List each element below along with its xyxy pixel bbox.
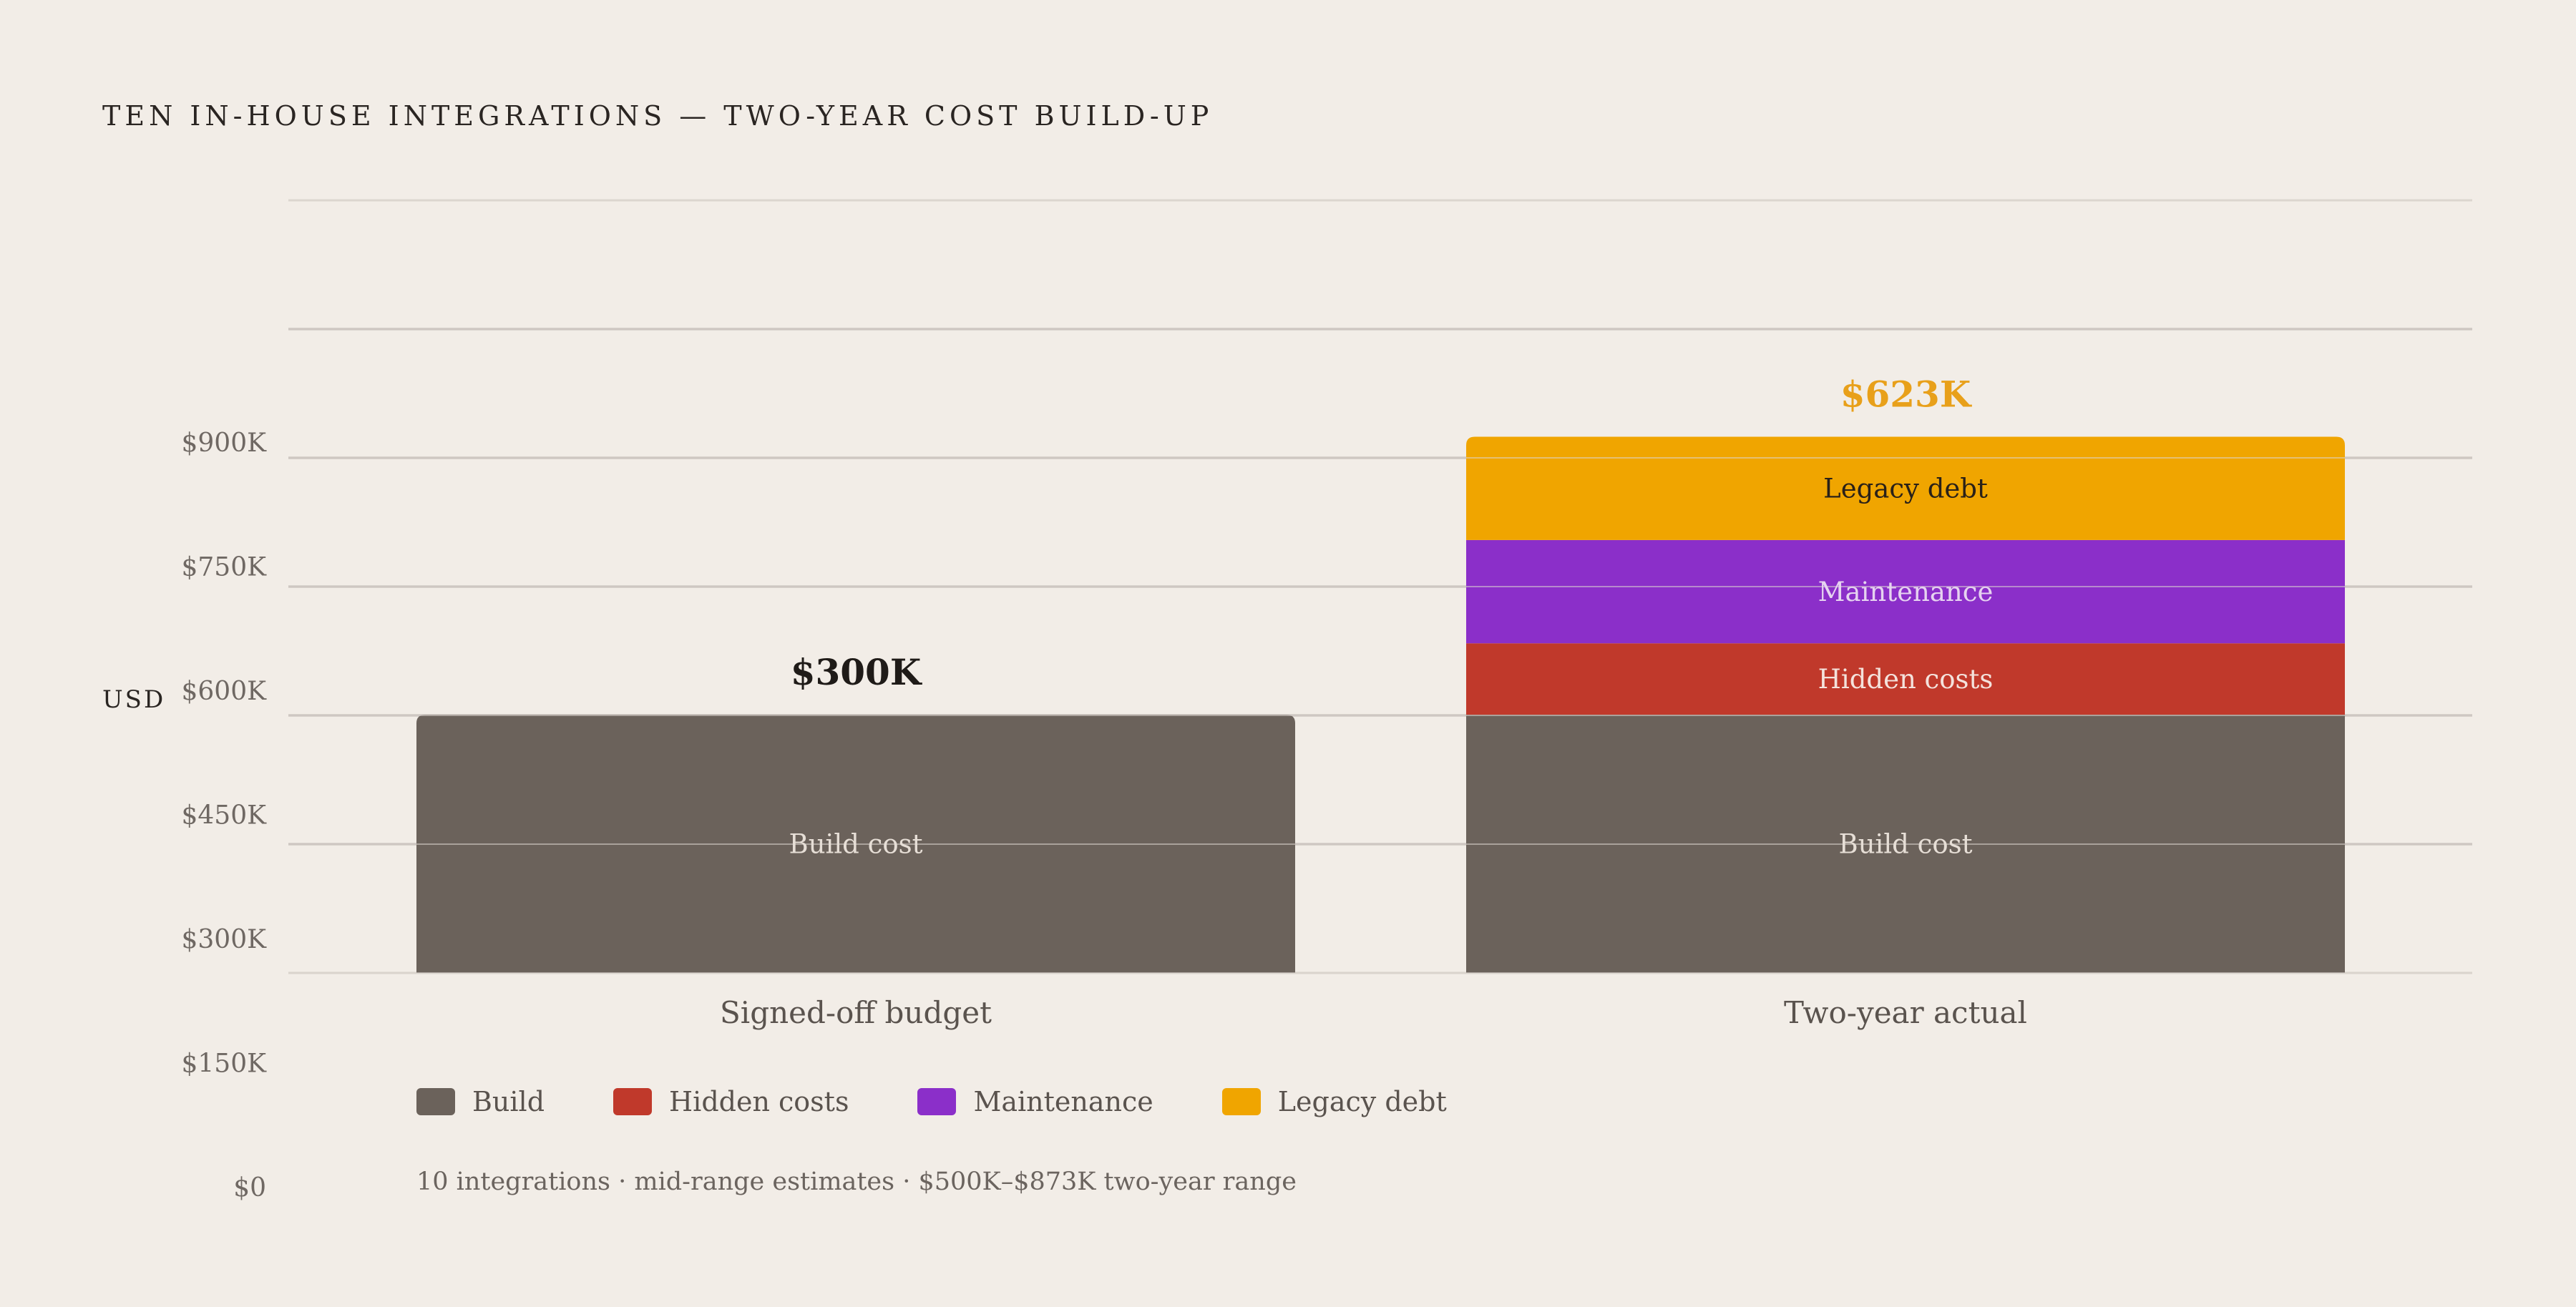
y-tick-label: $750K (181, 553, 267, 582)
y-tick-label: $0 (233, 1173, 266, 1203)
bar-segment-hidden-costs (1466, 643, 2345, 715)
y-axis-ticks: $900K $750K $600K $450K $300K $150K $0 (181, 429, 267, 1203)
legend-label-hidden-costs: Hidden costs (669, 1086, 849, 1117)
legend-swatch-build (416, 1088, 455, 1115)
x-category-label: Two-year actual (1784, 995, 2027, 1030)
legend-label-build: Build (472, 1086, 545, 1117)
y-axis-unit-label: USD (102, 685, 166, 714)
chart-title: TEN IN-HOUSE INTEGRATIONS — TWO-YEAR COS… (102, 100, 1214, 132)
y-tick-label: $300K (181, 925, 267, 954)
y-tick-label: $600K (181, 677, 267, 706)
x-category-label: Signed-off budget (720, 995, 992, 1030)
legend: Build Hidden costs Maintenance Legacy de… (416, 1086, 1516, 1117)
bars (416, 436, 2345, 973)
segment-label: Build cost (1839, 829, 1973, 860)
overlay-gridlines (288, 328, 2472, 974)
legend-item-legacy-debt: Legacy debt (1221, 1086, 1447, 1117)
bar-segment-legacy-debt (1466, 436, 2345, 540)
legend-swatch-maintenance (917, 1088, 957, 1115)
legend-label-maintenance: Maintenance (973, 1086, 1153, 1117)
segment-label: Hidden costs (1818, 664, 1994, 695)
legend-item-hidden-costs: Hidden costs (613, 1086, 849, 1117)
total-label: $623K (1840, 373, 1972, 416)
legend-item-build: Build (416, 1086, 545, 1117)
footnote: 10 integrations · mid-range estimates · … (416, 1168, 1297, 1196)
total-label: $300K (791, 651, 922, 693)
y-tick-label: $150K (181, 1049, 267, 1079)
segment-label: Build cost (789, 829, 923, 860)
bar-segment-maintenance (1466, 539, 2345, 644)
legend-label-legacy-debt: Legacy debt (1277, 1086, 1447, 1117)
y-tick-label: $900K (181, 429, 267, 458)
segment-label: Legacy debt (1823, 474, 1988, 504)
legend-swatch-legacy-debt (1221, 1088, 1261, 1115)
labels: Build cost Build cost Hidden costs Maintena… (789, 373, 1994, 860)
legend-swatch-hidden-costs (613, 1088, 653, 1115)
legend-item-maintenance: Maintenance (917, 1086, 1153, 1117)
segment-label: Maintenance (1818, 577, 1994, 607)
x-axis-labels: Signed-off budget Two-year actual (720, 995, 2027, 1030)
y-tick-label: $450K (181, 801, 267, 831)
